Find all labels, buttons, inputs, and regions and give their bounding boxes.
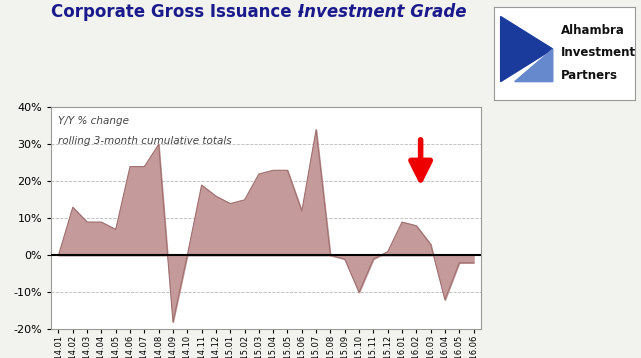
Polygon shape	[515, 49, 553, 82]
Text: Y/Y % change: Y/Y % change	[58, 116, 129, 126]
Text: Investment: Investment	[562, 46, 637, 59]
Polygon shape	[501, 16, 553, 82]
Text: rolling 3-month cumulative totals: rolling 3-month cumulative totals	[58, 136, 231, 146]
Text: Partners: Partners	[562, 69, 619, 82]
Text: Investment Grade: Investment Grade	[298, 4, 467, 21]
Text: Alhambra: Alhambra	[562, 24, 625, 37]
Text: Corporate Gross Issuance -: Corporate Gross Issuance -	[51, 4, 310, 21]
